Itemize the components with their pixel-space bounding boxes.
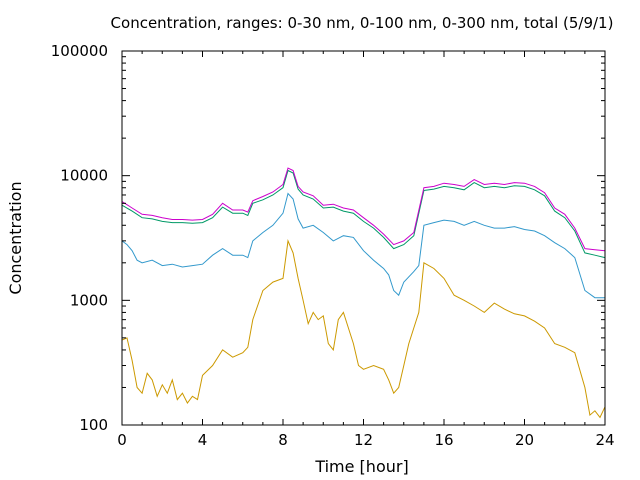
series-line-2 [121, 192, 605, 299]
series-line-4 [121, 167, 606, 252]
x-axis: 0 4 8 12 16 20 24 [117, 51, 615, 449]
y-tick-label: 1000 [70, 291, 108, 309]
x-tick-label: 20 [515, 431, 534, 449]
series-line-1 [121, 239, 606, 419]
x-axis-label: Time [hour] [314, 457, 408, 476]
y-tick-label: 10000 [60, 167, 108, 185]
y-axis: 100 1000 10000 100000 [51, 42, 605, 434]
chart-title: Concentration, ranges: 0-30 nm, 0-100 nm… [111, 14, 614, 32]
y-axis-label: Concentration [6, 181, 25, 294]
x-tick-label: 12 [354, 431, 373, 449]
y-tick-label: 100000 [51, 42, 108, 60]
plot-lines [121, 167, 606, 419]
x-tick-label: 24 [595, 431, 614, 449]
x-tick-label: 16 [434, 431, 453, 449]
x-tick-label: 8 [278, 431, 288, 449]
x-tick-label: 0 [117, 431, 127, 449]
x-tick-label: 4 [198, 431, 208, 449]
y-tick-label: 100 [79, 416, 108, 434]
series-line-3 [121, 169, 606, 259]
